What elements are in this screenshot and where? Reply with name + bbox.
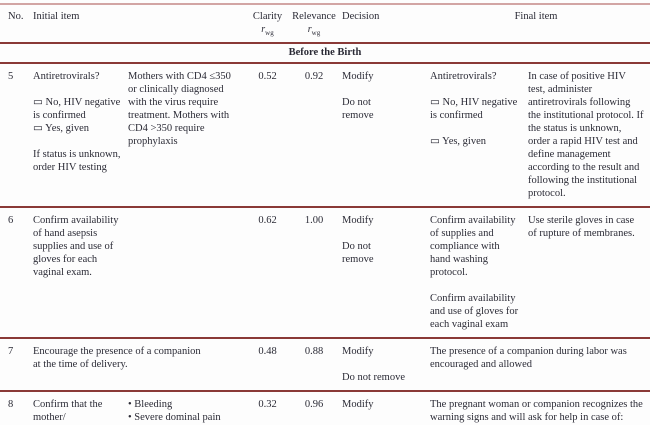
cell-clarity-value: 0.62 <box>258 215 277 226</box>
cell-final-item-main: Antiretrovirals? ▭ No, HIV negative is c… <box>430 71 518 147</box>
table-row: 8 Confirm that the mother/ accompanying … <box>0 391 650 425</box>
cell-row-number: 5 <box>8 71 14 82</box>
cell-row-number: 6 <box>8 215 14 226</box>
cell-final-item-span: The presence of a companion during labor… <box>430 346 627 370</box>
cell-initial-item-detail: Mothers with CD4 ≤350 or clinically diag… <box>128 71 231 147</box>
cell-clarity-value: 0.52 <box>258 71 277 82</box>
content-validity-table: No. Initial item Clarity rwg Relevance rwg… <box>0 3 650 425</box>
cell-decision: Modify Do not remove <box>342 399 374 410</box>
table-row: 5 Antiretrovirals? ▭ No, HIV negative is… <box>0 63 650 207</box>
cell-decision: Modify Do not remove <box>342 71 374 121</box>
relevance-label: Relevance <box>292 11 336 22</box>
section-title: Before the Birth <box>288 47 362 58</box>
cell-final-item-main: Confirm availability of supplies and com… <box>430 215 519 330</box>
cell-clarity-value: 0.32 <box>258 399 277 410</box>
cell-relevance-value: 1.00 <box>304 215 324 226</box>
cell-initial-item-detail <box>128 207 245 338</box>
col-header-relevance: Relevance rwg <box>290 4 338 43</box>
cell-initial-item-main: Confirm that the mother/ accompanying pe… <box>33 399 103 423</box>
cell-final-item-detail: In case of positive HIV test, administer… <box>528 71 644 199</box>
table-row: 7 Encourage the presence of a companion … <box>0 338 650 391</box>
cell-decision: Modify Do not remove <box>342 346 405 383</box>
clarity-r-symbol: rwg <box>261 24 274 37</box>
cell-decision: Modify Do not remove <box>342 215 374 265</box>
col-header-no: No. <box>8 11 24 22</box>
section-row-before-birth: Before the Birth <box>0 43 650 63</box>
col-header-decision: Decision <box>342 11 380 22</box>
cell-clarity-value: 0.48 <box>258 346 277 357</box>
cell-row-number: 7 <box>8 346 14 357</box>
cell-initial-item-main: Antiretrovirals? ▭ No, HIV negative is c… <box>33 71 121 173</box>
table-row: 6 Confirm availability of hand asepsis s… <box>0 207 650 338</box>
cell-relevance-value: 0.88 <box>304 346 324 357</box>
cell-final-item-span: The pregnant woman or companion recogniz… <box>430 399 643 423</box>
cell-row-number: 8 <box>8 399 14 410</box>
cell-initial-item-detail: • Bleeding • Severe dominal pain • Sever… <box>128 399 221 423</box>
col-header-initial-item: Initial item <box>33 11 80 22</box>
clarity-label: Clarity <box>252 11 283 22</box>
cell-initial-item-span: Encourage the presence of a companion at… <box>33 346 201 370</box>
cell-final-item-detail: Use sterile gloves in case of rupture of… <box>528 215 635 239</box>
relevance-r-symbol: rwg <box>307 24 321 37</box>
col-header-clarity: Clarity rwg <box>245 4 290 43</box>
cell-initial-item-main: Confirm availability of hand asepsis sup… <box>33 215 119 278</box>
cell-relevance-value: 0.96 <box>304 399 324 410</box>
header-row: No. Initial item Clarity rwg Relevance rwg… <box>0 4 650 43</box>
cell-relevance-value: 0.92 <box>304 71 324 82</box>
col-header-final-item: Final item <box>514 11 558 22</box>
